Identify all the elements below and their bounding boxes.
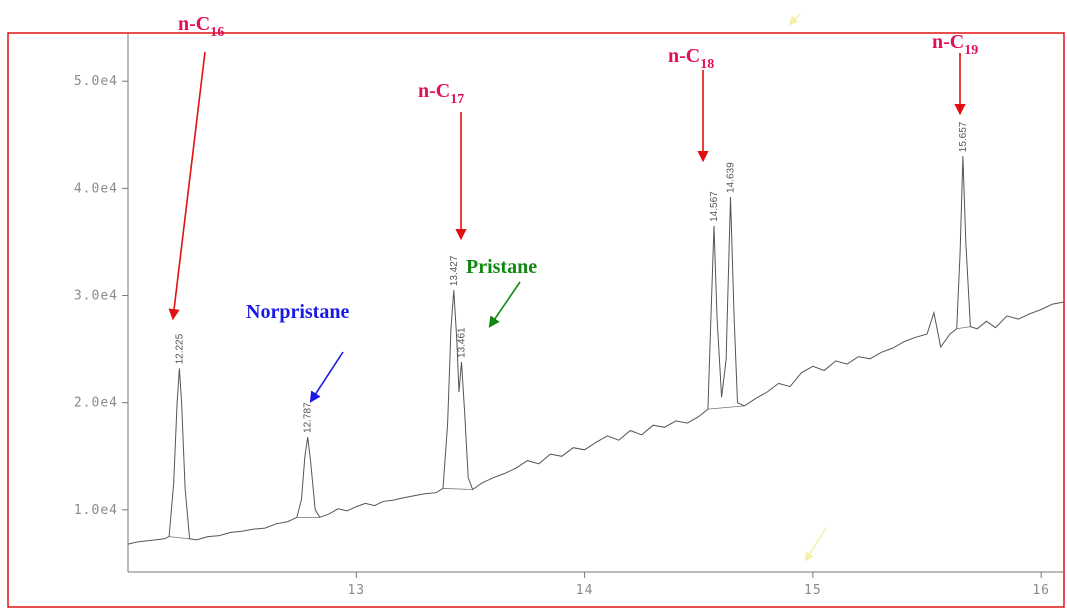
x-tick-label-3: 16 <box>1032 583 1050 598</box>
y-tick-label-2: 3.0e4 <box>74 289 118 304</box>
peak-label-1: 12.787 <box>303 402 314 433</box>
faint-arrow-top <box>788 13 801 26</box>
plot-frame <box>7 32 1065 608</box>
y-tick-label-1: 2.0e4 <box>74 396 118 411</box>
y-tick-label-0: 1.0e4 <box>74 503 118 518</box>
label-pristane: Pristane <box>466 256 537 278</box>
peak-label-6: 15.657 <box>958 121 969 152</box>
peak-label-0: 12.225 <box>174 333 185 364</box>
x-tick-label-0: 13 <box>347 583 365 598</box>
label-n-c16: n-C16 <box>178 13 224 40</box>
arrow-n-c16 <box>168 51 206 321</box>
peak-baselines <box>169 326 971 540</box>
peak-labels: 12.225 12.787 13.427 13.461 14.567 14.639 15.6… <box>174 121 969 433</box>
baseline-2 <box>443 488 473 490</box>
compound-annotations: n-C16 n-C17 n-C18 n-C19 Norpristane Pristane <box>168 13 978 403</box>
peak-label-3: 13.461 <box>457 327 468 358</box>
arrow-pristane <box>488 281 521 328</box>
baseline-3 <box>707 405 745 410</box>
y-ticks: 1.0e4 2.0e4 3.0e4 4.0e4 5.0e4 <box>74 74 128 518</box>
label-norpristane: Norpristane <box>246 301 349 323</box>
y-tick-label-4: 5.0e4 <box>74 74 118 89</box>
x-tick-label-1: 14 <box>576 583 594 598</box>
arrow-norpristane <box>309 351 344 403</box>
peak-label-2: 13.427 <box>449 255 460 286</box>
peak-label-4: 14.567 <box>709 191 720 222</box>
label-n-c19: n-C19 <box>932 31 978 58</box>
label-n-c18: n-C18 <box>668 45 714 72</box>
chromatogram-trace <box>127 156 1065 545</box>
x-tick-label-2: 15 <box>804 583 822 598</box>
faint-arrow-bottom <box>805 527 827 562</box>
baseline-4 <box>956 326 971 330</box>
x-ticks: 13 14 15 16 <box>347 572 1050 598</box>
baseline-0 <box>169 536 190 540</box>
label-n-c17: n-C17 <box>418 80 464 107</box>
peak-label-5: 14.639 <box>725 162 736 193</box>
y-tick-label-3: 4.0e4 <box>74 181 118 196</box>
